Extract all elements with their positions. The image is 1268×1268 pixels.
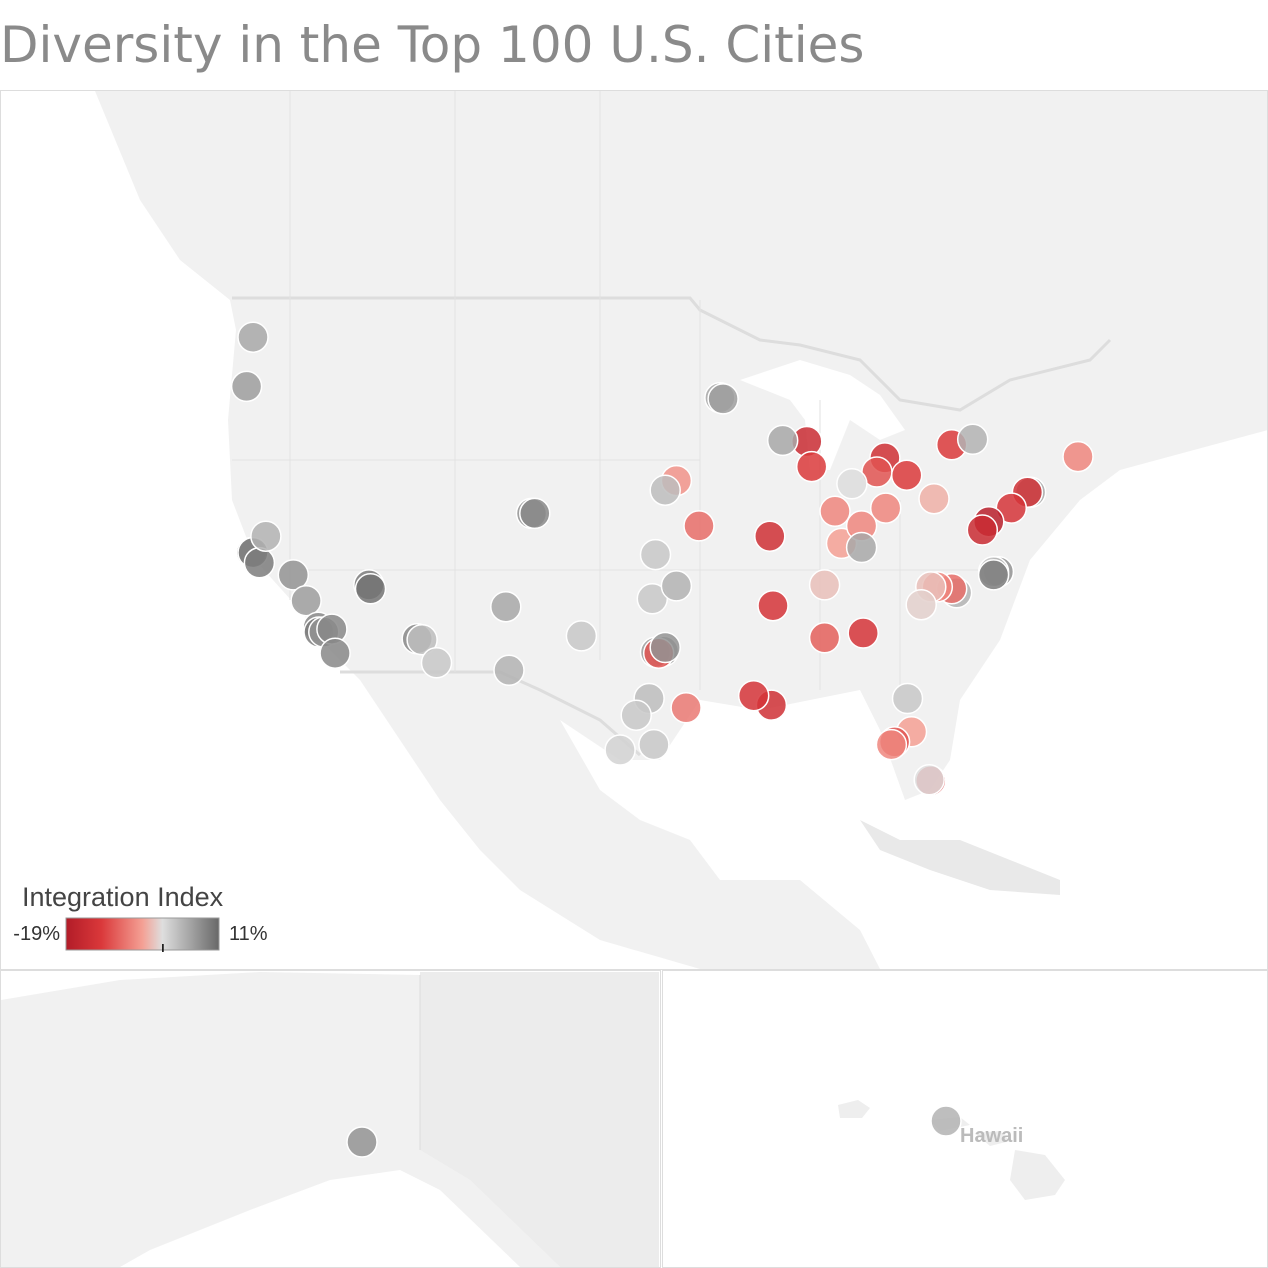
city-point: [766, 424, 799, 457]
city-point: [230, 370, 263, 403]
city-point: [638, 728, 670, 761]
city-point: [604, 734, 636, 766]
city-point: [420, 647, 453, 679]
title: Diversity in the Top 100 U.S. Cities: [0, 16, 864, 74]
city-point: [913, 764, 945, 796]
city-point: [683, 510, 715, 542]
alaska-basemap: [1, 971, 659, 1267]
legend-min: -19%: [13, 923, 60, 945]
city-point: [707, 383, 739, 415]
basemap: [1, 91, 1267, 969]
city-point: [891, 682, 924, 715]
city-point: [237, 321, 269, 353]
city-point: [636, 583, 669, 615]
city-point: [290, 584, 322, 617]
legend-title: Integration Index: [22, 882, 224, 912]
city-point: [905, 588, 937, 621]
city-point: [243, 547, 276, 579]
points-layer: [230, 321, 1094, 1158]
city-point: [977, 559, 1010, 591]
city-point: [493, 654, 525, 687]
city-point: [565, 620, 598, 652]
city-point: [875, 728, 908, 761]
place-label: Hawaii: [960, 1125, 1023, 1147]
city-point: [847, 617, 879, 649]
city-point: [639, 538, 672, 571]
city-point: [819, 495, 851, 528]
city-point: [277, 559, 310, 591]
legend: Integration Index -19% 11%: [13, 882, 268, 951]
city-point: [757, 589, 789, 622]
city-point: [918, 482, 950, 515]
city-point: [754, 520, 786, 552]
city-point: [649, 474, 681, 506]
legend-max: 11%: [229, 923, 268, 945]
city-point: [869, 492, 902, 524]
color-scale: [65, 917, 220, 951]
city-point: [808, 622, 841, 654]
city-point: [966, 514, 999, 546]
city-point: [346, 1126, 378, 1158]
city-point: [670, 692, 702, 724]
city-point: [836, 468, 868, 500]
city-point: [845, 531, 878, 564]
city-point: [406, 624, 438, 656]
city-point: [930, 1105, 962, 1137]
city-point: [620, 699, 652, 731]
city-point: [808, 569, 841, 601]
city-point: [649, 631, 681, 664]
city-point: [660, 570, 693, 602]
city-point: [890, 459, 923, 491]
city-point: [250, 520, 282, 552]
city-point: [956, 423, 989, 456]
city-point: [354, 573, 387, 605]
city-point: [319, 637, 351, 669]
city-point: [795, 450, 828, 483]
city-point: [737, 679, 770, 712]
city-point: [1062, 440, 1094, 473]
city-point: [519, 497, 551, 530]
city-point: [490, 590, 522, 623]
hawaii-basemap: [663, 971, 1267, 1267]
